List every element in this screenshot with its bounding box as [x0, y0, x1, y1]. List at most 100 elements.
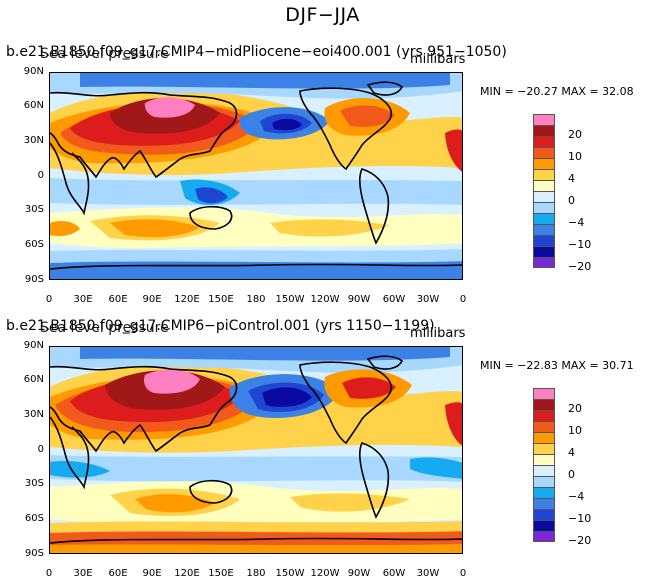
lat-label: 90N: [23, 340, 44, 351]
coastlines: [50, 355, 462, 544]
colorbar-swatch: [533, 191, 555, 202]
lon-label: 120W: [310, 294, 340, 305]
lon-label: 120W: [310, 568, 340, 579]
lon-label: 30E: [73, 568, 93, 579]
colorbar-swatch: [533, 531, 555, 542]
colorbar-label: 20: [568, 128, 582, 141]
contour-map: [50, 347, 462, 553]
colorbar: [533, 388, 555, 542]
lon-label: 0: [459, 294, 467, 305]
colorbar-label: −10: [568, 512, 592, 525]
lon-label: 30W: [416, 568, 440, 579]
min-label: MIN = −22.83: [480, 359, 558, 372]
colorbar-label: 0: [568, 194, 575, 207]
lon-label: 0: [45, 294, 53, 305]
colorbar-swatch: [533, 487, 555, 498]
lon-label: 150E: [208, 568, 234, 579]
colorbar-label: 4: [568, 172, 575, 185]
colorbar-label: −4: [568, 490, 585, 503]
lon-label: 90W: [347, 294, 371, 305]
lon-label: 150W: [275, 568, 305, 579]
lon-label: 180: [246, 568, 266, 579]
lon-label: 180: [246, 294, 266, 305]
lon-label: 90W: [347, 568, 371, 579]
lon-label: 120E: [174, 294, 200, 305]
colorbar-label: −20: [568, 260, 592, 273]
colorbar: [533, 114, 555, 268]
colorbar-swatch: [533, 235, 555, 246]
min-max-label: MIN = −20.27 MAX = 32.08: [480, 85, 634, 98]
colorbar-swatch: [533, 224, 555, 235]
lat-label: 60N: [23, 100, 44, 111]
colorbar-swatch: [533, 509, 555, 520]
colorbar-label: 0: [568, 468, 575, 481]
lon-label: 120E: [174, 568, 200, 579]
lat-label: 60S: [24, 239, 44, 250]
colorbar-swatch: [533, 410, 555, 421]
colorbar-label: 10: [568, 424, 582, 437]
lon-label: 30E: [73, 294, 93, 305]
case-title: b.e21.B1850.f09_g17.CMIP6−piControl.001 …: [6, 318, 435, 334]
lat-label: 0: [37, 444, 44, 455]
colorbar-swatch: [533, 213, 555, 224]
lat-label: 0: [37, 170, 44, 181]
lon-label: 60W: [382, 294, 406, 305]
lat-label: 60N: [23, 374, 44, 385]
colorbar-swatch: [533, 432, 555, 443]
colorbar-label: −4: [568, 216, 585, 229]
colorbar-swatch: [533, 465, 555, 476]
variable-title: Sea level pressure: [40, 320, 169, 336]
colorbar-swatch: [533, 125, 555, 136]
map-area: [49, 346, 463, 554]
lon-label: 150E: [208, 294, 234, 305]
colorbar-swatch: [533, 498, 555, 509]
colorbar-swatch: [533, 520, 555, 531]
colorbar-swatch: [533, 388, 555, 399]
min-max-label: MIN = −22.83 MAX = 30.71: [480, 359, 634, 372]
lat-label: 90S: [24, 548, 44, 559]
colorbar-label: −10: [568, 238, 592, 251]
colorbar-swatch: [533, 169, 555, 180]
colorbar-swatch: [533, 147, 555, 158]
lon-label: 0: [459, 568, 467, 579]
colorbar-label: 20: [568, 402, 582, 415]
units-label: millibars: [410, 326, 466, 341]
coastlines: [50, 81, 462, 270]
max-label: MAX = 32.08: [561, 85, 634, 98]
colorbar-swatch: [533, 246, 555, 257]
colorbar-swatch: [533, 454, 555, 465]
colorbar-label: 4: [568, 446, 575, 459]
lat-label: 30S: [24, 204, 44, 215]
lon-label: 60E: [108, 568, 128, 579]
variable-title: Sea level pressure: [40, 46, 169, 62]
colorbar-swatch: [533, 421, 555, 432]
case-title: b.e21.B1850.f09_g17.CMIP4−midPliocene−eo…: [6, 44, 507, 60]
lon-label: 60W: [382, 568, 406, 579]
colorbar-swatch: [533, 158, 555, 169]
lat-label: 30N: [23, 135, 44, 146]
lon-label: 0: [45, 568, 53, 579]
colorbar-swatch: [533, 136, 555, 147]
units-label: millibars: [410, 52, 466, 67]
colorbar-swatch: [533, 476, 555, 487]
lat-label: 90N: [23, 66, 44, 77]
lat-label: 30N: [23, 409, 44, 420]
contour-map: [50, 73, 462, 279]
colorbar-label: −20: [568, 534, 592, 547]
colorbar-swatch: [533, 202, 555, 213]
lat-label: 30S: [24, 478, 44, 489]
figure-title: DJF−JJA: [285, 4, 360, 26]
lon-label: 90E: [142, 568, 162, 579]
colorbar-swatch: [533, 399, 555, 410]
min-label: MIN = −20.27: [480, 85, 558, 98]
colorbar-swatch: [533, 180, 555, 191]
lon-label: 30W: [416, 294, 440, 305]
colorbar-swatch: [533, 443, 555, 454]
lon-label: 150W: [275, 294, 305, 305]
lat-label: 60S: [24, 513, 44, 524]
max-label: MAX = 30.71: [561, 359, 634, 372]
map-area: [49, 72, 463, 280]
lat-label: 90S: [24, 274, 44, 285]
lon-label: 60E: [108, 294, 128, 305]
lon-label: 90E: [142, 294, 162, 305]
